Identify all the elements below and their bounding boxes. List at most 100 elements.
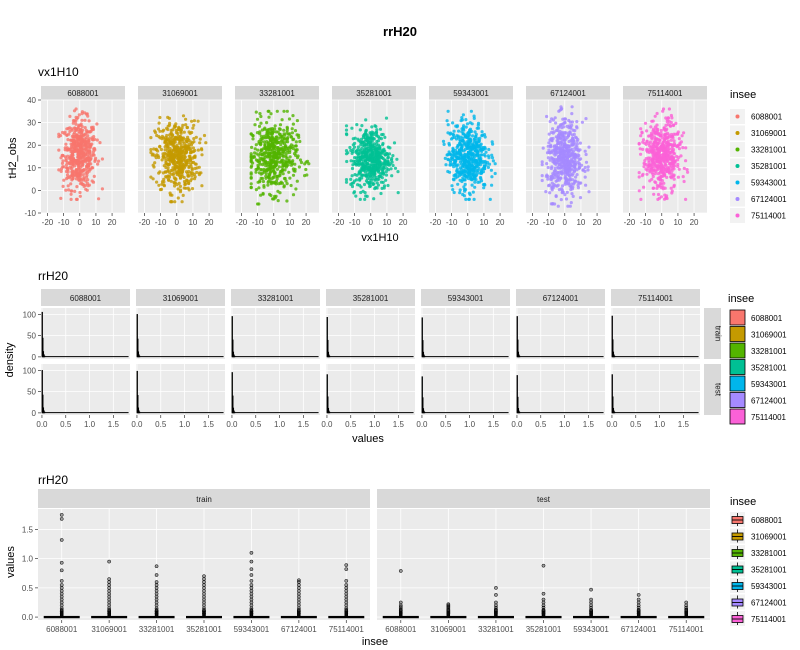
density-bar: [613, 411, 616, 414]
scatter-point: [256, 148, 260, 152]
scatter-point: [350, 166, 355, 171]
scatter-point: [64, 169, 69, 174]
scatter-point: [681, 146, 685, 150]
scatter-point: [654, 181, 658, 185]
box-xtick-label: 35281001: [526, 625, 562, 634]
scatter-point: [473, 130, 477, 134]
scatter-point: [176, 187, 180, 191]
scatter-legend-label: 35281001: [751, 162, 787, 171]
scatter-point: [359, 169, 363, 173]
scatter-point: [669, 186, 673, 190]
scatter-point: [270, 128, 274, 133]
scatter-facet-label: 67124001: [550, 89, 586, 98]
density-xtick-label: 1.5: [678, 420, 690, 429]
scatter-point: [575, 142, 579, 146]
scatter-point: [380, 156, 384, 160]
scatter-point: [92, 174, 96, 178]
scatter-point: [578, 196, 583, 200]
density-legend-swatch: [729, 309, 746, 326]
scatter-point: [451, 121, 455, 125]
scatter-point: [356, 159, 360, 163]
scatter-point: [265, 155, 269, 159]
scatter-point: [291, 138, 295, 142]
scatter-point: [662, 153, 666, 157]
scatter-ytick-label: 10: [27, 164, 36, 173]
box-outlier: [59, 512, 64, 517]
density-xtick-label: 0.5: [535, 420, 547, 429]
scatter-point: [358, 197, 362, 201]
scatter-point: [57, 168, 61, 172]
scatter-point: [676, 175, 681, 179]
scatter-point: [555, 178, 560, 183]
density-legend-swatch: [729, 342, 746, 359]
scatter-point: [456, 163, 460, 167]
scatter-point: [64, 188, 68, 192]
scatter-legend-swatch: [735, 114, 740, 119]
scatter-point: [637, 141, 641, 146]
scatter-point: [270, 177, 274, 181]
scatter-point: [258, 132, 262, 136]
scatter-point: [192, 119, 196, 123]
scatter-point: [354, 149, 358, 153]
scatter-point: [671, 158, 675, 163]
scatter-point: [187, 130, 191, 134]
scatter-point: [186, 174, 190, 178]
scatter-point: [391, 163, 395, 168]
scatter-point: [294, 149, 298, 153]
scatter-point: [375, 139, 379, 144]
scatter-point: [672, 152, 677, 156]
scatter-point: [476, 180, 480, 184]
scatter-xtick-label: 0: [563, 218, 568, 227]
scatter-facet-label: 35281001: [356, 89, 392, 98]
scatter-point: [351, 148, 355, 152]
scatter-point: [194, 135, 198, 139]
scatter-point: [396, 170, 400, 174]
box-outlier: [684, 608, 688, 612]
scatter-point: [584, 117, 588, 121]
scatter-point: [356, 183, 360, 187]
scatter-point: [78, 194, 82, 198]
scatter-point: [359, 155, 363, 159]
density-xtick-label: 0.0: [36, 420, 48, 429]
scatter-point: [182, 142, 186, 146]
box-outlier: [249, 559, 254, 564]
scatter-point: [295, 179, 299, 183]
scatter-point: [550, 176, 555, 180]
scatter-point: [74, 115, 78, 119]
scatter-point: [351, 163, 355, 167]
scatter-point: [637, 175, 641, 179]
scatter-point: [584, 183, 588, 187]
scatter-legend-label: 33281001: [751, 146, 787, 155]
scatter-point: [256, 180, 260, 184]
scatter-point: [372, 174, 376, 178]
density-xtick-label: 1.5: [203, 420, 215, 429]
box-outlier: [249, 550, 254, 555]
scatter-point: [384, 116, 389, 120]
density-xtick-label: 0.0: [321, 420, 333, 429]
scatter-point: [549, 151, 553, 155]
scatter-point: [661, 107, 666, 111]
box-outlier: [589, 587, 593, 592]
scatter-point: [359, 185, 363, 189]
scatter-point: [198, 141, 202, 145]
scatter-legend-title: insee: [730, 89, 756, 101]
scatter-point: [375, 160, 380, 165]
scatter-point: [356, 152, 360, 156]
scatter-point: [180, 126, 184, 130]
scatter-point: [291, 173, 296, 177]
scatter-point: [75, 135, 79, 139]
scatter-xtick-label: 20: [302, 218, 311, 227]
scatter-point: [556, 125, 561, 129]
scatter-point: [659, 165, 663, 169]
scatter-point: [181, 114, 186, 118]
scatter-point: [184, 123, 188, 127]
scatter-point: [262, 140, 266, 144]
scatter-point: [639, 152, 643, 156]
density-xtick-label: 0.0: [511, 420, 523, 429]
scatter-point: [554, 121, 558, 125]
scatter-point: [379, 174, 383, 178]
scatter-point: [685, 168, 689, 172]
scatter-facet-label: 59343001: [453, 89, 489, 98]
scatter-xtick-label: 0: [369, 218, 374, 227]
scatter-point: [285, 131, 289, 135]
